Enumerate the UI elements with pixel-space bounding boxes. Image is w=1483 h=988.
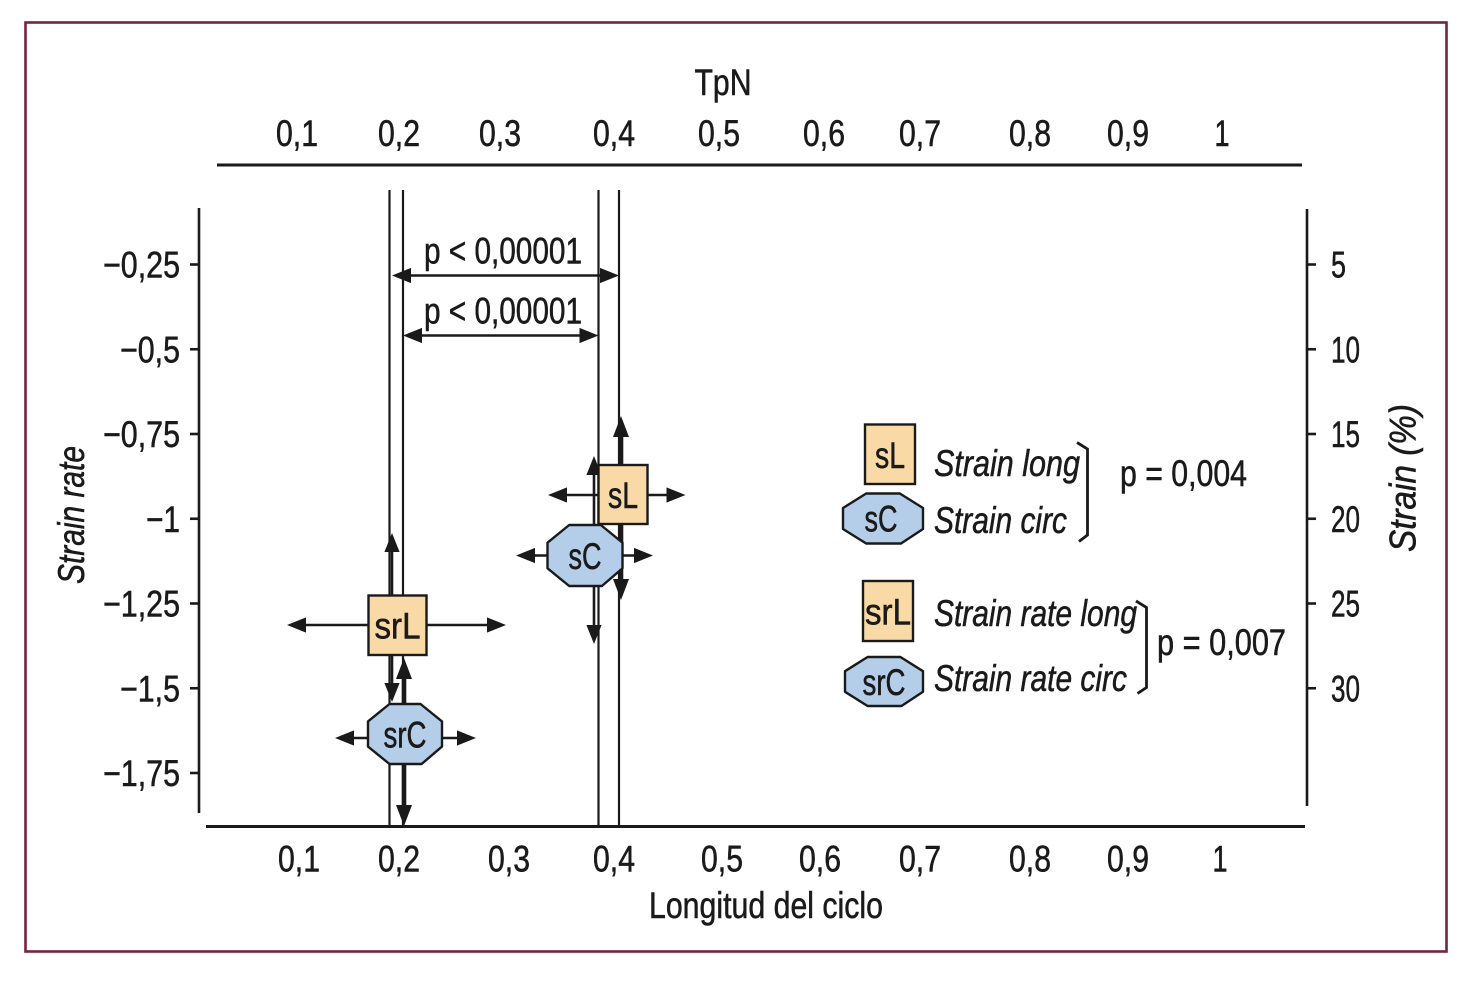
svg-text:0,6: 0,6 (803, 113, 845, 154)
svg-text:0,5: 0,5 (701, 839, 743, 880)
svg-text:srL: srL (375, 606, 421, 647)
svg-text:0,5: 0,5 (698, 113, 740, 154)
svg-text:srC: srC (384, 715, 427, 756)
svg-text:Strain circ: Strain circ (934, 500, 1067, 541)
svg-text:Strain rate circ: Strain rate circ (934, 658, 1127, 699)
svg-text:sL: sL (875, 435, 905, 476)
svg-text:−1,75: −1,75 (103, 753, 180, 794)
svg-text:0,7: 0,7 (899, 113, 941, 154)
svg-text:srL: srL (865, 592, 911, 633)
svg-text:Strain rate: Strain rate (51, 446, 92, 584)
svg-text:p < 0,00001: p < 0,00001 (424, 231, 582, 272)
svg-text:sC: sC (569, 536, 602, 577)
svg-text:0,8: 0,8 (1009, 113, 1051, 154)
svg-text:−0,75: −0,75 (103, 414, 180, 455)
svg-text:30: 30 (1331, 668, 1360, 709)
svg-text:Longitud del ciclo: Longitud del ciclo (649, 885, 883, 926)
svg-text:Strain rate long: Strain rate long (934, 593, 1137, 634)
svg-text:0,1: 0,1 (276, 113, 318, 154)
svg-text:0,2: 0,2 (378, 839, 420, 880)
svg-text:−0,25: −0,25 (103, 245, 180, 286)
svg-text:TpN: TpN (695, 62, 752, 103)
svg-text:−1,25: −1,25 (103, 584, 180, 625)
svg-text:−0,5: −0,5 (120, 329, 180, 370)
svg-text:20: 20 (1331, 499, 1360, 540)
svg-text:0,3: 0,3 (488, 839, 530, 880)
svg-text:0,1: 0,1 (278, 839, 320, 880)
svg-text:p < 0,00001: p < 0,00001 (424, 291, 582, 332)
svg-text:0,6: 0,6 (799, 839, 841, 880)
svg-text:p = 0,007: p = 0,007 (1157, 622, 1286, 663)
svg-text:25: 25 (1331, 584, 1360, 625)
svg-text:p = 0,004: p = 0,004 (1120, 453, 1247, 494)
svg-text:−1,5: −1,5 (120, 668, 180, 709)
svg-text:1: 1 (1215, 113, 1230, 154)
svg-text:0,4: 0,4 (593, 113, 635, 154)
svg-text:sL: sL (608, 475, 638, 516)
svg-text:Strain long: Strain long (934, 443, 1080, 484)
svg-text:0,9: 0,9 (1107, 839, 1149, 880)
svg-text:15: 15 (1331, 414, 1360, 455)
svg-text:10: 10 (1331, 329, 1360, 370)
svg-text:0,8: 0,8 (1009, 839, 1051, 880)
svg-text:−1: −1 (146, 499, 180, 540)
svg-text:sC: sC (865, 499, 898, 540)
svg-text:0,4: 0,4 (593, 839, 635, 880)
svg-text:5: 5 (1331, 245, 1346, 286)
svg-text:0,7: 0,7 (899, 839, 941, 880)
svg-text:Strain (%): Strain (%) (1383, 404, 1424, 552)
svg-text:srC: srC (863, 662, 906, 703)
svg-text:0,2: 0,2 (378, 113, 420, 154)
svg-text:0,9: 0,9 (1107, 113, 1149, 154)
svg-text:0,3: 0,3 (479, 113, 521, 154)
svg-text:1: 1 (1213, 839, 1228, 880)
